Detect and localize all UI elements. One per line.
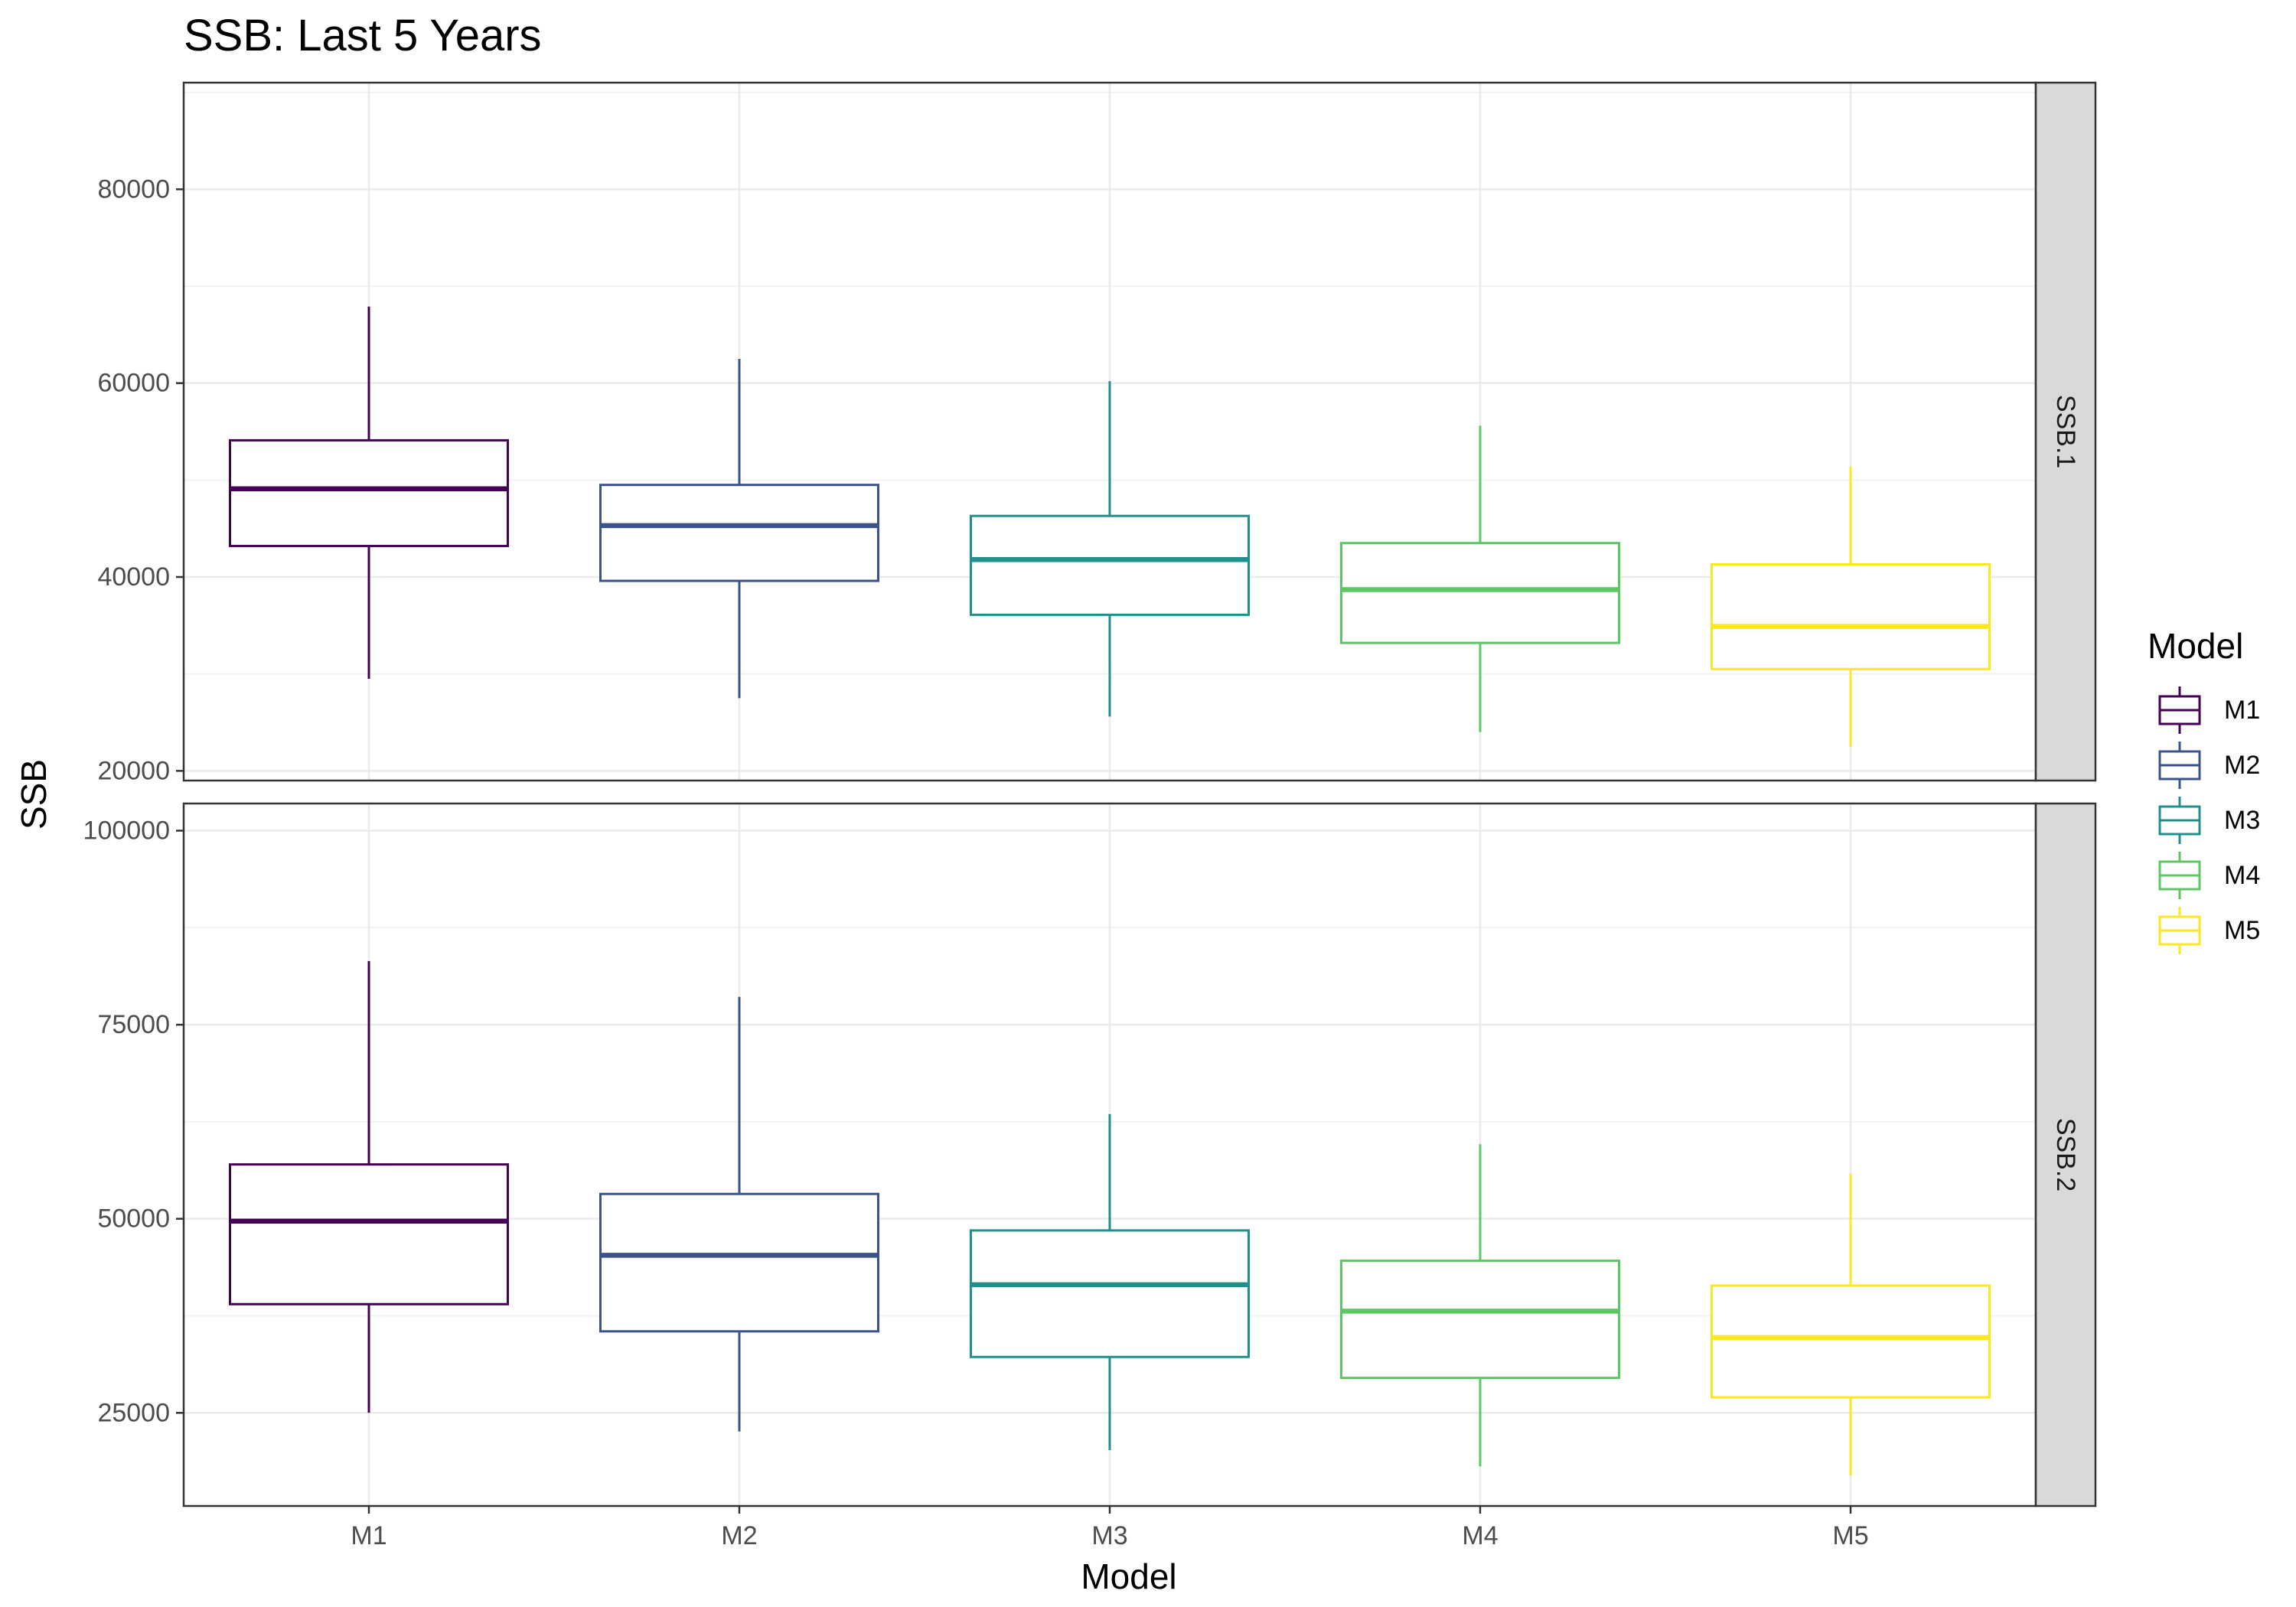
facet-strip-label: SSB.2 <box>2051 1118 2080 1191</box>
legend-label: M1 <box>2224 696 2260 725</box>
x-tick-label: M2 <box>721 1521 757 1550</box>
panel-2: SSB.2 25000 50000 75000 100000 <box>83 802 2097 1508</box>
box-iqr <box>1711 1284 1991 1399</box>
y-tick-label: 20000 <box>97 756 170 785</box>
boxplot-M3 <box>970 1113 1250 1450</box>
legend-title: Model <box>2148 626 2243 666</box>
legend-label: M5 <box>2224 916 2260 945</box>
boxplot-M5 <box>1711 1173 1991 1476</box>
boxplot-M2 <box>599 996 879 1432</box>
box-iqr <box>970 514 1250 616</box>
box-iqr <box>599 484 879 582</box>
box-iqr <box>1340 1259 1620 1380</box>
x-tick-label: M3 <box>1091 1521 1127 1550</box>
boxplot-M1 <box>229 306 509 679</box>
x-tick-label: M4 <box>1462 1521 1498 1550</box>
boxplot-M4 <box>1340 425 1620 732</box>
facet-strip <box>2034 81 2097 782</box>
box-iqr <box>229 438 509 547</box>
boxplot-M3 <box>970 381 1250 717</box>
y-tick-label: 40000 <box>97 562 170 592</box>
facet-strip-label: SSB.1 <box>2051 395 2080 468</box>
legend-key-M1 <box>2158 686 2201 734</box>
legend-key-M3 <box>2158 797 2201 844</box>
legend-label: M3 <box>2224 806 2260 835</box>
boxplot-M5 <box>1711 466 1991 747</box>
chart-title: SSB: Last 5 Years <box>184 11 542 60</box>
y-tick-label: 25000 <box>97 1398 170 1427</box>
box-iqr <box>229 1163 509 1305</box>
y-tick-label: 75000 <box>97 1010 170 1039</box>
legend-label: M2 <box>2224 751 2260 780</box>
x-axis-title: Model <box>1081 1556 1176 1596</box>
box-iqr <box>1340 542 1620 644</box>
boxplot-M1 <box>229 960 509 1413</box>
panel-1: SSB.1 20000 40000 60000 80000 <box>97 81 2097 785</box>
box-iqr <box>970 1229 1250 1358</box>
boxplot-M2 <box>599 359 879 699</box>
legend-key-M5 <box>2158 907 2201 954</box>
box-iqr <box>1711 563 1991 670</box>
legend-label: M4 <box>2224 861 2260 890</box>
y-tick-label: 60000 <box>97 369 170 398</box>
y-tick-label: 80000 <box>97 174 170 204</box>
x-tick-label: M5 <box>1832 1521 1868 1550</box>
legend: Model M1 M2 M3 M4 M5 <box>2148 626 2260 954</box>
legend-key-M2 <box>2158 742 2201 789</box>
box-iqr <box>599 1192 879 1333</box>
facet-strip <box>2034 802 2097 1508</box>
y-axis-title: SSB <box>14 759 54 830</box>
y-tick-label: 50000 <box>97 1204 170 1234</box>
legend-key-M4 <box>2158 852 2201 899</box>
facet-panels: SSB.1 20000 40000 60000 80000 SSB.2 25000 50000… <box>83 81 2097 1550</box>
y-tick-label: 100000 <box>83 817 170 846</box>
boxplot-M4 <box>1340 1144 1620 1467</box>
x-tick-label: M1 <box>351 1521 386 1550</box>
